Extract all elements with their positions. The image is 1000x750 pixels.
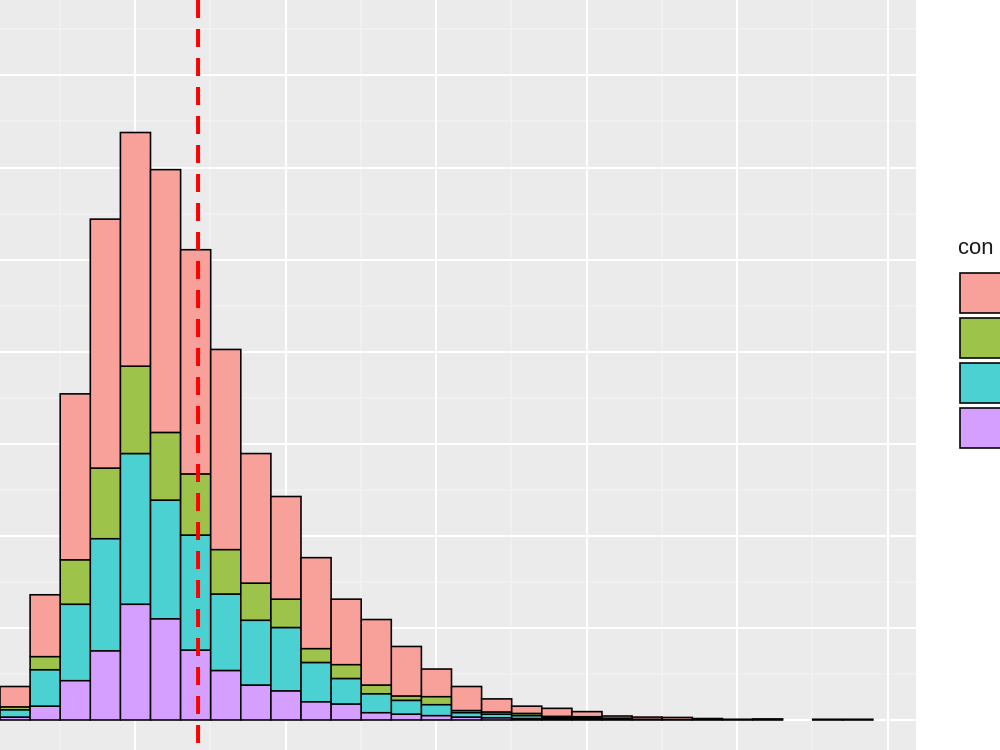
- bar-segment: [300, 700, 332, 721]
- bar-segment: [390, 713, 423, 721]
- bar-segment: [149, 499, 182, 620]
- bar-segment: [89, 650, 122, 721]
- bar-segment: [480, 698, 513, 713]
- bar-segment: [149, 618, 182, 721]
- bar-segment: [420, 668, 453, 698]
- bar-segment: [119, 603, 152, 721]
- bar-segment: [89, 537, 122, 652]
- bar-segment: [0, 685, 31, 708]
- legend-key: [959, 362, 1000, 404]
- bar-segment: [209, 548, 242, 595]
- bar-segment: [270, 495, 302, 600]
- bar-segment: [119, 365, 152, 455]
- bar-segment: [420, 695, 453, 706]
- bar-segment: [330, 703, 363, 721]
- bar-segment: [360, 711, 393, 721]
- bar-segment: [841, 718, 874, 721]
- bar-segment: [571, 710, 603, 718]
- bar-segment: [330, 677, 363, 705]
- bar-segment: [179, 534, 212, 651]
- bar-segment: [59, 393, 92, 561]
- bar-segment: [811, 718, 844, 721]
- bar-segment: [360, 618, 393, 686]
- legend-key: [959, 407, 1000, 449]
- bar-segment: [330, 663, 363, 680]
- bar-segment: [59, 559, 92, 606]
- bar-segment: [89, 467, 122, 540]
- bar-segment: [209, 348, 242, 551]
- bar-segment: [29, 593, 62, 658]
- bar-segment: [29, 705, 62, 721]
- bar-segment: [390, 699, 423, 715]
- bar-segment: [240, 452, 272, 584]
- bar-segment: [179, 248, 212, 475]
- bar-segment: [631, 716, 663, 721]
- bar-layer: [0, 131, 874, 721]
- bar-segment: [179, 649, 212, 721]
- bar-segment: [179, 473, 212, 536]
- bar-segment: [510, 705, 543, 715]
- bar-segment: [300, 647, 332, 664]
- legend-title: con: [958, 234, 993, 259]
- bar-segment: [29, 655, 62, 671]
- bar-segment: [450, 685, 483, 712]
- bar-segment: [240, 684, 272, 721]
- bar-segment: [209, 593, 242, 672]
- bar-segment: [540, 707, 573, 718]
- legend-keys: [959, 272, 1000, 449]
- bar-segment: [390, 645, 423, 697]
- bar-segment: [149, 168, 182, 434]
- bar-segment: [89, 218, 122, 469]
- bar-segment: [330, 598, 363, 666]
- bar-segment: [29, 668, 62, 707]
- bar-segment: [300, 661, 332, 703]
- bar-segment: [240, 619, 272, 686]
- bar-segment: [601, 715, 633, 719]
- bar-segment: [420, 703, 453, 717]
- bar-segment: [119, 131, 152, 367]
- bar-segment: [270, 690, 302, 721]
- bar-segment: [661, 716, 694, 721]
- bar-segment: [59, 679, 92, 721]
- legend-key: [959, 272, 1000, 314]
- bar-segment: [360, 684, 393, 695]
- bar-segment: [149, 431, 182, 501]
- bar-segment: [0, 709, 31, 718]
- legend: con: [958, 234, 1000, 449]
- bar-segment: [721, 718, 754, 721]
- bar-segment: [300, 556, 332, 650]
- bar-segment: [240, 582, 272, 622]
- bar-segment: [59, 603, 92, 682]
- bar-segment: [270, 626, 302, 692]
- bar-segment: [691, 717, 724, 721]
- bar-segment: [360, 692, 393, 714]
- bar-segment: [209, 669, 242, 721]
- bar-segment: [119, 452, 152, 606]
- bar-segment: [270, 598, 302, 629]
- legend-key: [959, 317, 1000, 359]
